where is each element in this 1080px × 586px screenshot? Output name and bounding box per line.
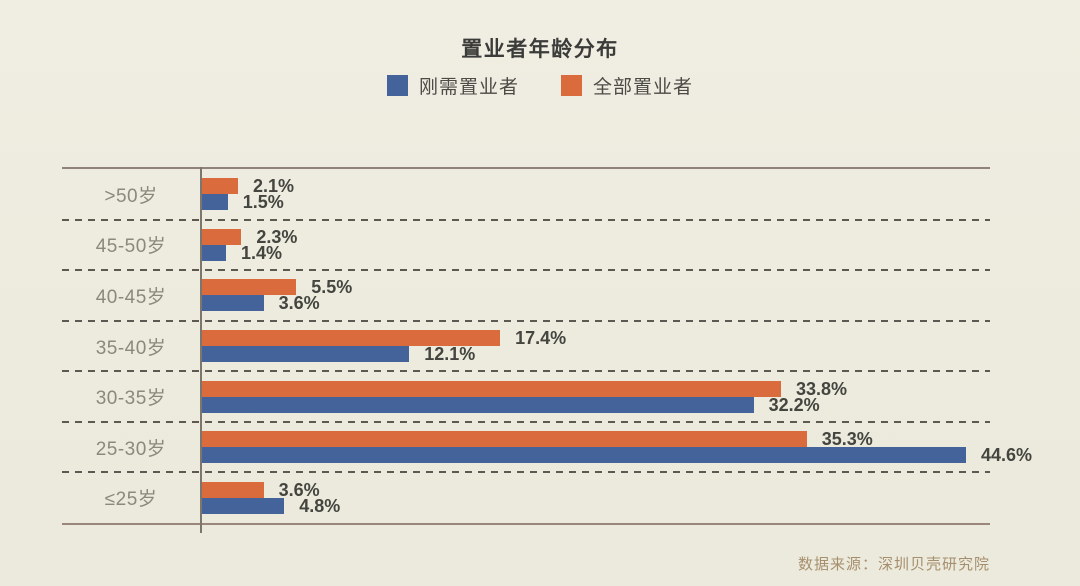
data-source: 数据来源：深圳贝壳研究院 xyxy=(797,556,990,573)
value-label: 3.6% xyxy=(278,293,320,314)
bar-line: 44.6% xyxy=(202,445,1033,466)
value-label: 17.4% xyxy=(515,328,567,349)
legend-label: 刚需置业者 xyxy=(418,77,519,98)
bar-line: 1.5% xyxy=(202,192,294,213)
value-label: 32.2% xyxy=(768,394,820,415)
legend-item-rigid-demand-buyers: 刚需置业者 xyxy=(386,72,519,99)
bar-group: 2.3% 1.4% xyxy=(202,226,298,263)
bar-group: 3.6% 4.8% xyxy=(202,479,341,516)
bar-row: 45-50岁 2.3% 1.4% xyxy=(62,220,990,271)
category-label: 45-50岁 xyxy=(95,236,167,258)
y-axis-line xyxy=(200,167,202,533)
category-label: ≤25岁 xyxy=(104,489,158,511)
legend-label: 全部置业者 xyxy=(593,77,694,98)
bar-rigid-demand xyxy=(202,497,285,514)
bar-all-buyers xyxy=(202,228,242,245)
bar-line: 1.4% xyxy=(202,242,297,263)
bar-all-buyers xyxy=(202,178,238,195)
value-label: 3.6% xyxy=(278,479,320,500)
category-label: 30-35岁 xyxy=(95,388,167,410)
category-label: 35-40岁 xyxy=(95,337,167,359)
legend: 刚需置业者 全部置业者 xyxy=(0,72,1080,99)
bar-line: 33.8% xyxy=(202,378,848,399)
bar-row: 35-40岁 17.4% 12.1% xyxy=(62,321,990,372)
value-label: 44.6% xyxy=(981,445,1033,466)
bar-all-buyers xyxy=(202,330,501,347)
bar-rigid-demand xyxy=(202,396,754,413)
legend-swatch-blue-icon xyxy=(386,75,408,96)
value-label: 2.3% xyxy=(256,226,298,247)
bar-line: 5.5% xyxy=(202,277,353,298)
bar-group: 17.4% 12.1% xyxy=(202,328,567,365)
bar-all-buyers xyxy=(202,279,297,296)
bar-rigid-demand xyxy=(202,346,410,363)
bar-line: 2.1% xyxy=(202,176,294,197)
bar-line: 12.1% xyxy=(202,344,566,365)
value-label: 35.3% xyxy=(821,429,873,450)
bar-line: 2.3% xyxy=(202,226,298,247)
legend-swatch-orange-icon xyxy=(561,75,582,96)
chart-title: 置业者年龄分布 xyxy=(461,38,619,61)
value-label: 1.4% xyxy=(240,242,282,263)
category-label: 40-45岁 xyxy=(95,286,167,308)
bar-row: >50岁 2.1% 1.5% xyxy=(62,169,990,221)
bar-line: 3.6% xyxy=(202,293,352,314)
bar-line: 3.6% xyxy=(202,479,340,500)
bar-group: 2.1% 1.5% xyxy=(202,176,294,213)
bar-all-buyers xyxy=(202,481,264,498)
value-label: 1.5% xyxy=(242,192,284,213)
bar-line: 32.2% xyxy=(202,394,847,415)
bar-row: 40-45岁 5.5% 3.6% xyxy=(62,270,990,322)
bar-line: 4.8% xyxy=(202,495,341,516)
bar-group: 5.5% 3.6% xyxy=(202,277,353,314)
bar-line: 17.4% xyxy=(202,328,567,349)
legend-item-all-buyers: 全部置业者 xyxy=(561,72,693,99)
bar-row: ≤25岁 3.6% 4.8% xyxy=(62,472,990,523)
bar-rigid-demand xyxy=(202,244,226,261)
bar-rigid-demand xyxy=(202,295,264,312)
bar-group: 33.8% 32.2% xyxy=(202,378,848,415)
plot-area: >50岁 2.1% 1.5% 45-50岁 2.3% 1.4% 40-45岁 5.5% 3.6%… xyxy=(62,167,1032,533)
value-label: 4.8% xyxy=(299,495,341,516)
bar-all-buyers xyxy=(202,431,807,448)
value-label: 33.8% xyxy=(796,378,848,399)
value-label: 12.1% xyxy=(424,344,476,365)
bar-group: 35.3% 44.6% xyxy=(202,429,1033,466)
category-label: >50岁 xyxy=(104,185,158,207)
bar-row: 30-35岁 33.8% 32.2% xyxy=(62,371,990,423)
bar-all-buyers xyxy=(202,380,781,397)
bar-line: 35.3% xyxy=(202,429,1032,450)
bar-rigid-demand xyxy=(202,194,228,211)
category-label: 25-30岁 xyxy=(95,438,167,460)
bar-row: 25-30岁 35.3% 44.6% xyxy=(62,422,1032,474)
bar-rigid-demand xyxy=(202,447,967,464)
value-label: 5.5% xyxy=(311,277,353,298)
value-label: 2.1% xyxy=(252,176,294,197)
